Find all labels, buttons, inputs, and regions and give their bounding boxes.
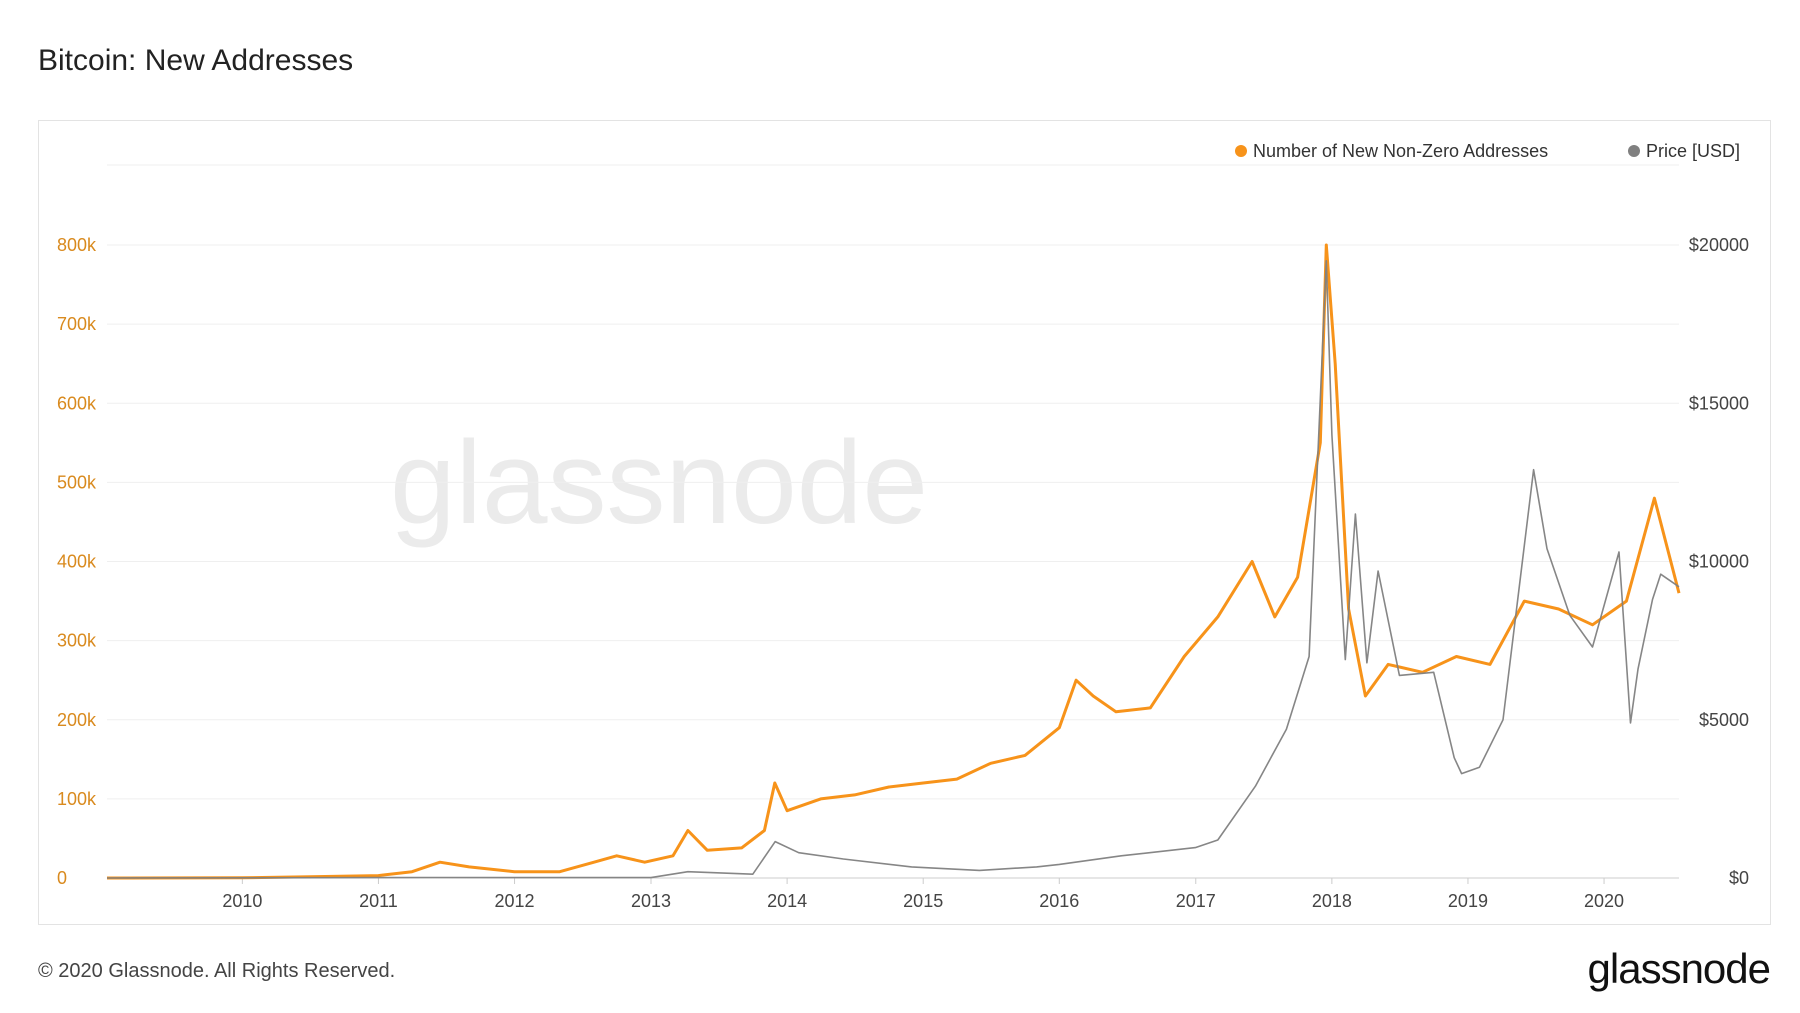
x-tick-label: 2020 <box>1584 891 1624 911</box>
y-left-tick-label: 700k <box>57 314 97 334</box>
y-left-tick-label: 400k <box>57 552 97 572</box>
x-tick-label: 2018 <box>1312 891 1352 911</box>
x-tick-label: 2011 <box>359 891 398 911</box>
chart-svg: glassnode 0 100k 200k 300k 400k 500k 600k 700k 8… <box>57 141 1749 911</box>
y-left-tick-label: 600k <box>57 393 97 413</box>
y-right-tick-label: $10000 <box>1689 552 1749 572</box>
x-tick-label: 2014 <box>767 891 807 911</box>
x-tick-label: 2015 <box>903 891 943 911</box>
y-left-tick-label: 300k <box>57 631 97 651</box>
y-left-tick-label: 800k <box>57 235 97 255</box>
y-left-tick-label: 100k <box>57 789 97 809</box>
legend-label-addresses: Number of New Non-Zero Addresses <box>1253 141 1548 161</box>
x-tick-label: 2019 <box>1448 891 1488 911</box>
page-title: Bitcoin: New Addresses <box>38 44 354 77</box>
y-left-tick-label: 0 <box>57 868 67 888</box>
y-right-tick-label: $20000 <box>1689 235 1749 255</box>
x-tick-label: 2012 <box>495 891 535 911</box>
y-left-tick-label: 200k <box>57 710 97 730</box>
y-right-tick-label: $15000 <box>1689 393 1749 413</box>
x-tick-label: 2016 <box>1039 891 1079 911</box>
series-line-price <box>106 260 1680 879</box>
watermark: glassnode <box>390 417 928 549</box>
x-tick-label: 2010 <box>222 891 262 911</box>
y-right-tick-label: $5000 <box>1699 710 1749 730</box>
legend-label-price: Price [USD] <box>1646 141 1740 161</box>
legend-marker-addresses <box>1235 145 1247 157</box>
copyright-footer: © 2020 Glassnode. All Rights Reserved. <box>38 960 396 982</box>
series-line-new-addresses <box>106 243 1681 880</box>
x-tick-label: 2013 <box>631 891 671 911</box>
x-tick-label: 2017 <box>1176 891 1216 911</box>
y-right-tick-label: $0 <box>1729 868 1749 888</box>
chart-container: glassnode 0 100k 200k 300k 400k 500k 600k 700k 8… <box>38 120 1771 925</box>
brand-logo: glassnode <box>1587 945 1771 992</box>
legend-marker-price <box>1628 145 1640 157</box>
y-left-tick-label: 500k <box>57 472 97 492</box>
